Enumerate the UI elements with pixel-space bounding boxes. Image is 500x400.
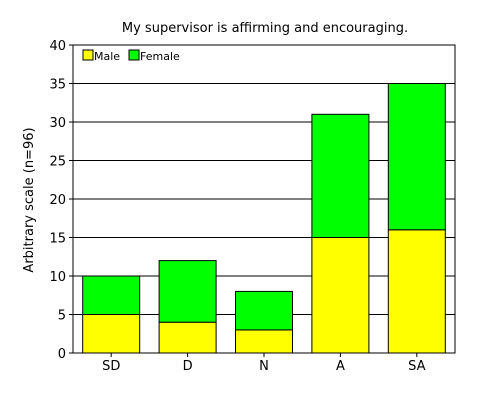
bar-female-sa bbox=[387, 83, 446, 231]
legend-swatch-male bbox=[82, 49, 94, 61]
x-tick-label: D bbox=[183, 359, 193, 374]
legend: Male Female bbox=[82, 49, 180, 63]
bar-female-a bbox=[311, 113, 370, 238]
bar-female-n bbox=[235, 290, 293, 331]
x-tick-label: N bbox=[259, 359, 269, 374]
legend-label-male: Male bbox=[94, 50, 120, 63]
bar-male-n bbox=[235, 329, 293, 354]
y-tick-label: 30 bbox=[49, 116, 66, 131]
legend-label-female: Female bbox=[140, 50, 180, 63]
y-tick-label: 20 bbox=[49, 193, 66, 208]
y-tick-label: 15 bbox=[49, 232, 66, 247]
axes: 0 5 10 15 20 25 30 35 40 SD D N A SA bbox=[49, 39, 456, 374]
y-tick-label: 40 bbox=[49, 39, 66, 54]
y-tick-label: 0 bbox=[58, 347, 66, 362]
x-tick-label: SD bbox=[102, 359, 120, 374]
y-tick-label: 5 bbox=[58, 309, 66, 324]
y-tick-label: 35 bbox=[49, 78, 66, 93]
bar-male-d bbox=[158, 321, 217, 354]
bar-female-d bbox=[158, 260, 217, 323]
y-tick-label: 10 bbox=[49, 270, 66, 285]
y-axis-label: Arbitrary scale (n=96) bbox=[22, 127, 37, 272]
bars bbox=[82, 83, 446, 354]
x-tick-label: SA bbox=[408, 359, 425, 374]
x-tick-label: A bbox=[336, 359, 345, 374]
bar-male-sa bbox=[387, 229, 446, 354]
bar-male-a bbox=[311, 237, 370, 354]
legend-swatch-female bbox=[128, 49, 140, 61]
chart-title: My supervisor is affirming and encouragi… bbox=[122, 21, 408, 36]
bar-male-sd bbox=[82, 314, 141, 354]
plot-frame bbox=[72, 44, 456, 354]
y-tick-label: 25 bbox=[49, 155, 66, 170]
bar-female-sd bbox=[82, 275, 141, 315]
